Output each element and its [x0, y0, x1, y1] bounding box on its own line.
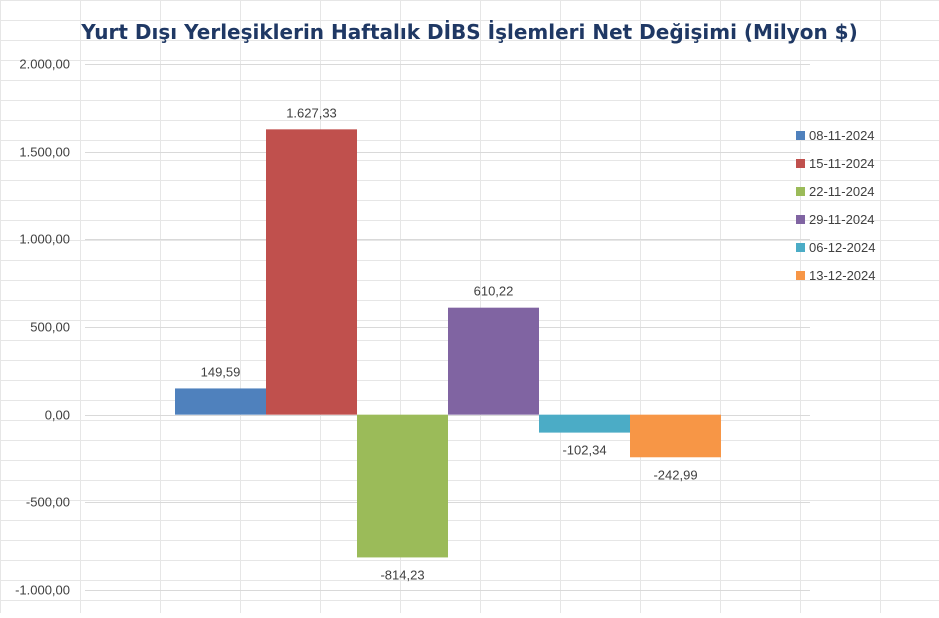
y-tick-label: -1.000,00: [15, 583, 70, 598]
data-label: -102,34: [562, 443, 606, 458]
bar[interactable]: [630, 414, 721, 458]
legend-label: 29-11-2024: [809, 212, 875, 227]
bar[interactable]: [448, 307, 539, 415]
chart-title: Yurt Dışı Yerleşiklerin Haftalık DİBS İş…: [81, 20, 858, 44]
legend-swatch: [796, 159, 805, 168]
legend-swatch: [796, 131, 805, 140]
y-tick-label: 1.500,00: [19, 145, 70, 160]
bar[interactable]: [266, 129, 357, 415]
data-label: 610,22: [474, 284, 514, 299]
legend-swatch: [796, 215, 805, 224]
y-tick-label: 1.000,00: [19, 232, 70, 247]
legend-swatch: [796, 187, 805, 196]
y-tick-label: 500,00: [30, 320, 70, 335]
bar[interactable]: [357, 414, 448, 558]
legend-label: 08-11-2024: [809, 128, 875, 143]
data-label: -242,99: [653, 467, 697, 482]
legend-swatch: [796, 243, 805, 252]
legend-label: 15-11-2024: [809, 156, 875, 171]
legend-label: 06-12-2024: [809, 240, 876, 255]
bar[interactable]: [539, 414, 630, 433]
data-label: 149,59: [201, 364, 241, 379]
legend-label: 22-11-2024: [809, 184, 875, 199]
y-tick-label: 0,00: [45, 408, 70, 423]
y-tick-label: 2.000,00: [19, 57, 70, 72]
bar[interactable]: [175, 388, 266, 415]
y-tick-label: -500,00: [26, 495, 70, 510]
data-label: -814,23: [380, 567, 424, 582]
data-label: 1.627,33: [286, 105, 337, 120]
legend-label: 13-12-2024: [809, 268, 876, 283]
legend-swatch: [796, 271, 805, 280]
